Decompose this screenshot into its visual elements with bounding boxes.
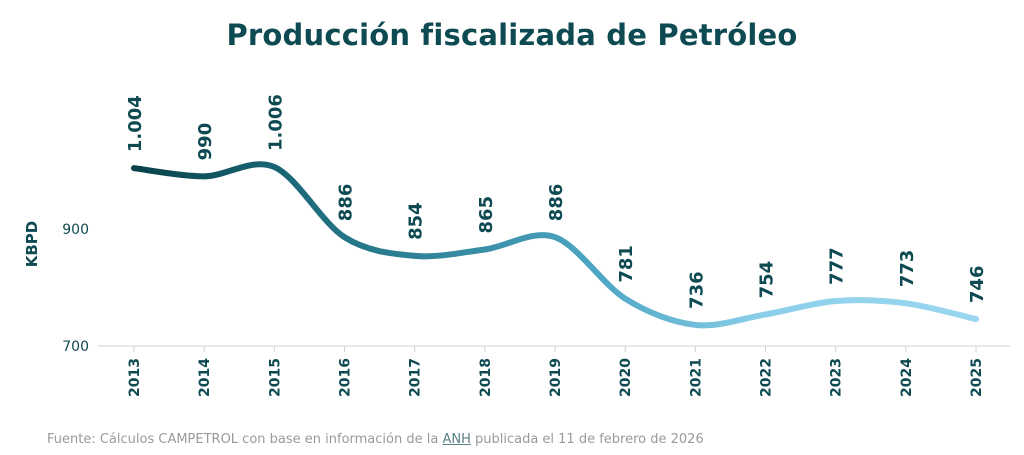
data-label: 886 [336,184,357,222]
source-footnote: Fuente: Cálculos CAMPETROL con base en i… [47,432,704,447]
data-label: 777 [827,247,848,285]
source-prefix: Fuente: Cálculos CAMPETROL con base en i… [47,432,443,447]
x-tick-label: 2014 [197,358,213,397]
data-labels-group: 1.004 990 1.006 886 854 865 886 781 736 754 777 773… [125,94,988,309]
x-tick-label: 2024 [899,358,915,397]
source-suffix: publicada el 11 de febrero de 2026 [470,432,704,447]
chart-title: Producción fiscalizada de Petróleo [226,18,798,52]
data-label: 736 [686,271,707,309]
x-tick-label: 2022 [759,358,775,397]
data-label: 754 [757,261,778,299]
x-tick-label: 2013 [127,358,143,397]
data-label: 854 [406,202,427,240]
data-label: 1.006 [265,94,286,151]
x-tick-label: 2016 [338,358,354,397]
y-tick-label: 900 [62,222,89,238]
data-label: 990 [195,123,216,161]
data-label: 781 [616,245,637,283]
source-link-anh[interactable]: ANH [442,432,471,447]
data-label: 1.004 [125,95,146,152]
x-tick-label: 2019 [548,358,564,397]
data-label: 865 [476,196,497,234]
data-label: 773 [897,250,918,288]
x-tick-label: 2015 [267,358,283,397]
x-tick-label: 2018 [478,358,494,397]
x-tick-label: 2020 [618,358,634,397]
data-label: 886 [546,184,567,222]
y-tick-label: 700 [62,339,89,355]
y-axis-title: KBPD [23,221,41,268]
series-group [131,161,980,329]
axes-group: KBPD 700 900 2013 2014 2015 2016 2017 2018 2019 20… [23,221,1010,397]
x-tick-label: 2023 [829,358,845,397]
data-label: 746 [967,266,988,304]
x-tick-label: 2021 [688,358,704,397]
x-tick-label: 2025 [969,358,985,397]
x-tick-label: 2017 [408,358,424,397]
series-line-produccion [131,161,980,329]
